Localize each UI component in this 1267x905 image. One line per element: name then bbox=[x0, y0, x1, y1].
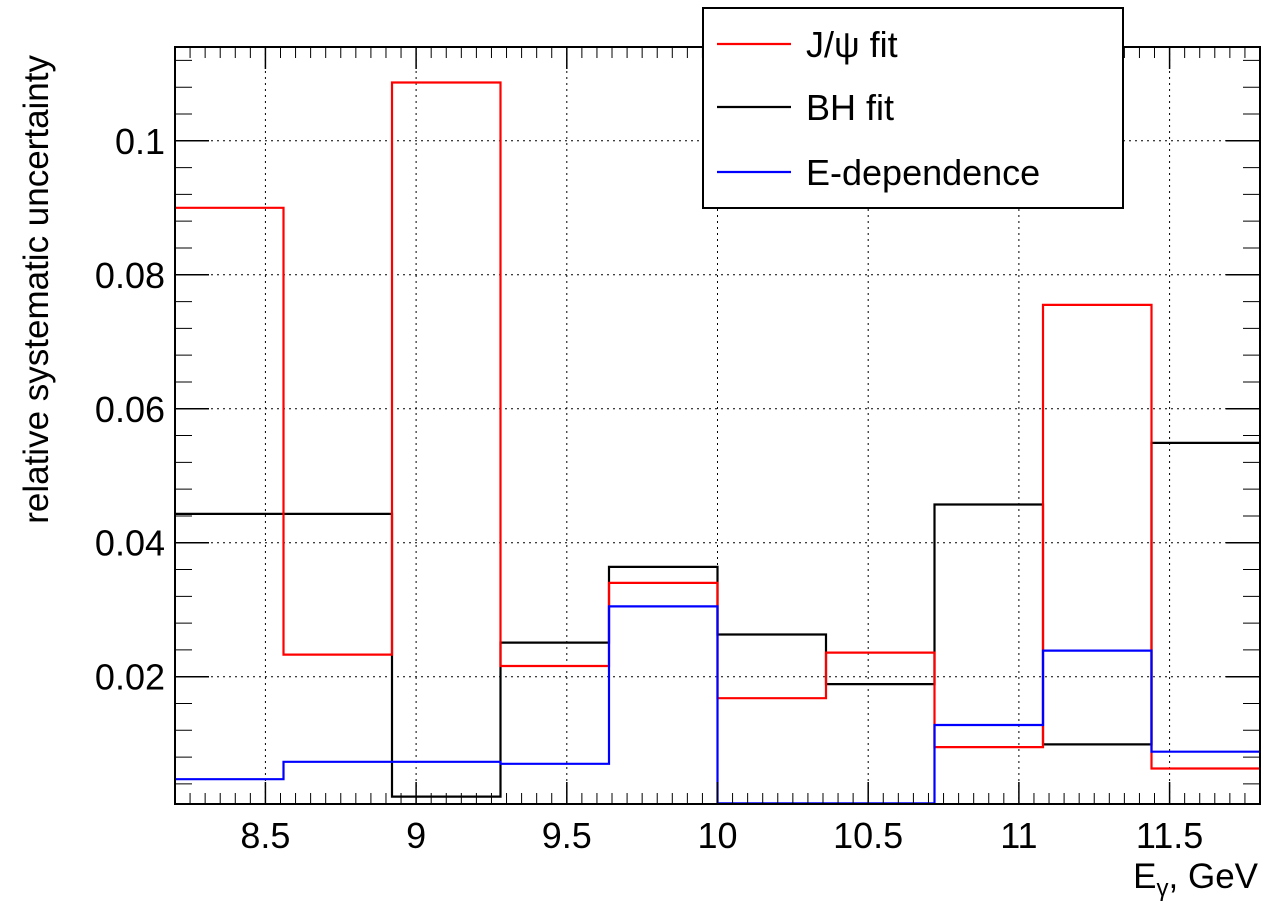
x-tick-label: 9.5 bbox=[542, 815, 592, 856]
y-tick-label: 0.1 bbox=[115, 121, 165, 162]
series-line-2 bbox=[175, 605, 1260, 805]
legend-label-2: E-dependence bbox=[806, 152, 1040, 193]
x-tick-label: 11 bbox=[1000, 815, 1037, 856]
y-tick-label: 0.02 bbox=[95, 657, 165, 698]
y-tick-label: 0.06 bbox=[95, 389, 165, 430]
x-axis-title: Eγ, GeV bbox=[1133, 857, 1258, 902]
y-tick-label: 0.08 bbox=[95, 255, 165, 296]
x-axis-title-subscript: γ bbox=[1157, 875, 1169, 902]
x-tick-label: 8.5 bbox=[240, 815, 290, 856]
x-axis-title-unit: , GeV bbox=[1169, 857, 1259, 896]
grid bbox=[175, 47, 1260, 804]
legend-label-0: J/ψ fit bbox=[806, 24, 898, 65]
x-axis-title-symbol: E bbox=[1133, 857, 1156, 896]
y-tick-label: 0.04 bbox=[95, 523, 165, 564]
tick-labels: 8.5 9 9.5 10 10.5 11 11.5 0.02 0.04 0.06 0.08 0.1 bbox=[95, 121, 1203, 856]
x-tick-label: 10 bbox=[697, 815, 737, 856]
legend-entries: J/ψ fit BH fit E-dependence bbox=[717, 24, 1040, 193]
series-group bbox=[175, 81, 1260, 805]
y-axis-title: relative systematic uncertainty bbox=[17, 55, 56, 524]
legend: J/ψ fit BH fit E-dependence bbox=[702, 7, 1124, 209]
x-tick-label: 10.5 bbox=[833, 815, 903, 856]
x-tick-label: 11.5 bbox=[1136, 815, 1203, 856]
x-tick-label: 9 bbox=[406, 815, 426, 856]
legend-label-1: BH fit bbox=[806, 87, 894, 128]
